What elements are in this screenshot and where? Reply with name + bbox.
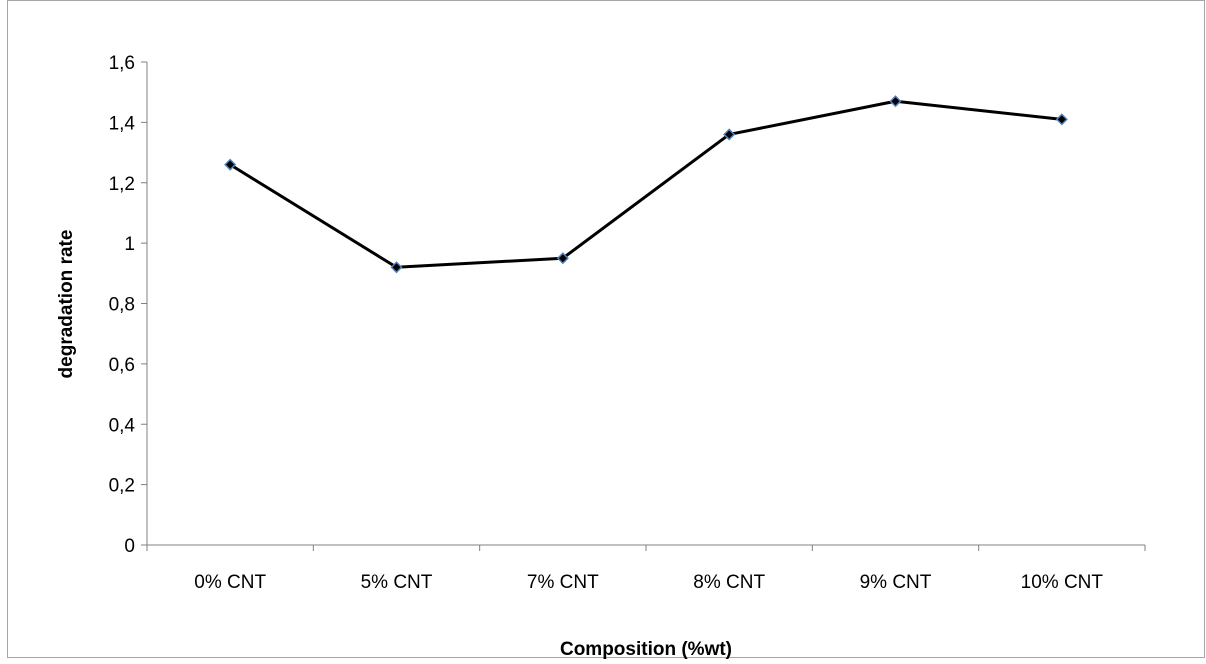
- data-point-marker: [889, 95, 902, 108]
- x-tick-label: 10% CNT: [1021, 572, 1104, 593]
- y-tick-label: 0,4: [109, 415, 136, 436]
- series-layer: [224, 95, 1068, 274]
- y-tick-label: 1,2: [109, 174, 135, 195]
- x-tick-label: 7% CNT: [527, 572, 599, 593]
- y-tick-label: 1: [124, 234, 135, 255]
- y-axis: 0 0,2 0,4 0,6 0,8 1 1,2 1,4 1,6: [109, 53, 148, 557]
- data-point-marker: [556, 252, 569, 265]
- series-line: [229, 99, 1062, 269]
- y-tick-label: 1,4: [109, 113, 136, 134]
- x-tick-label: 0% CNT: [194, 572, 266, 593]
- x-tick-label: 5% CNT: [361, 572, 433, 593]
- data-point-marker: [723, 128, 736, 141]
- data-point-marker: [1055, 113, 1068, 126]
- y-tick-label: 0,2: [109, 476, 135, 497]
- y-tick-label: 1,6: [109, 53, 135, 74]
- y-axis-title: degradation rate: [56, 230, 77, 379]
- x-tick-label: 8% CNT: [693, 572, 765, 593]
- chart-border: [7, 0, 1205, 658]
- y-tick-label: 0: [124, 536, 135, 557]
- data-point-marker: [390, 261, 403, 274]
- x-tick-label: 9% CNT: [860, 572, 932, 593]
- x-axis: 0% CNT 5% CNT 7% CNT 8% CNT 9% CNT 10% CNT: [146, 544, 1146, 593]
- data-point-marker: [224, 158, 237, 171]
- x-axis-title: Composition (%wt): [560, 639, 732, 659]
- y-tick-label: 0,8: [109, 295, 135, 316]
- y-tick-label: 0,6: [109, 355, 135, 376]
